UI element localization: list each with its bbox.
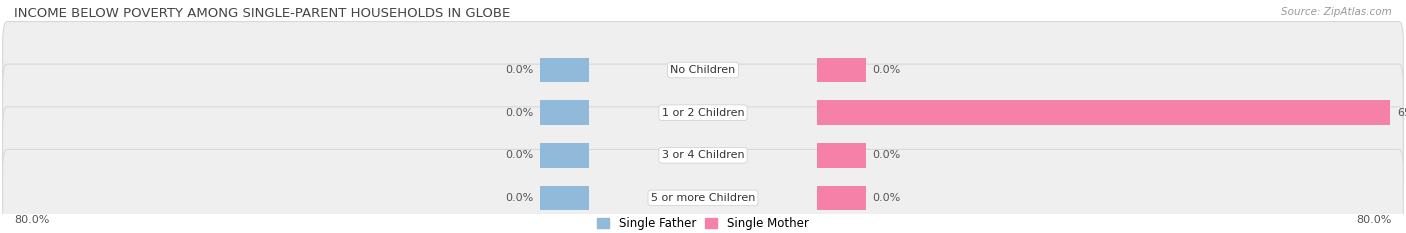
Text: 80.0%: 80.0% bbox=[14, 215, 49, 225]
Text: 0.0%: 0.0% bbox=[873, 65, 901, 75]
Text: 0.0%: 0.0% bbox=[505, 65, 533, 75]
Text: INCOME BELOW POVERTY AMONG SINGLE-PARENT HOUSEHOLDS IN GLOBE: INCOME BELOW POVERTY AMONG SINGLE-PARENT… bbox=[14, 7, 510, 20]
Text: 0.0%: 0.0% bbox=[873, 193, 901, 203]
Text: 65.2%: 65.2% bbox=[1398, 108, 1406, 118]
FancyBboxPatch shape bbox=[3, 107, 1403, 204]
Text: 1 or 2 Children: 1 or 2 Children bbox=[662, 108, 744, 118]
FancyBboxPatch shape bbox=[3, 64, 1403, 161]
FancyBboxPatch shape bbox=[3, 149, 1403, 233]
Bar bbox=[540, 185, 589, 210]
Bar bbox=[817, 143, 866, 168]
Text: Source: ZipAtlas.com: Source: ZipAtlas.com bbox=[1281, 7, 1392, 17]
Bar bbox=[817, 185, 866, 210]
Text: 0.0%: 0.0% bbox=[873, 150, 901, 160]
Bar bbox=[817, 100, 1391, 125]
Text: 3 or 4 Children: 3 or 4 Children bbox=[662, 150, 744, 160]
Bar bbox=[540, 100, 589, 125]
Text: 0.0%: 0.0% bbox=[505, 150, 533, 160]
Bar bbox=[540, 58, 589, 82]
Text: 0.0%: 0.0% bbox=[505, 108, 533, 118]
Text: 80.0%: 80.0% bbox=[1357, 215, 1392, 225]
Bar bbox=[540, 143, 589, 168]
Legend: Single Father, Single Mother: Single Father, Single Mother bbox=[598, 217, 808, 230]
Text: 5 or more Children: 5 or more Children bbox=[651, 193, 755, 203]
Text: No Children: No Children bbox=[671, 65, 735, 75]
Bar bbox=[817, 58, 866, 82]
Text: 0.0%: 0.0% bbox=[505, 193, 533, 203]
FancyBboxPatch shape bbox=[3, 21, 1403, 119]
